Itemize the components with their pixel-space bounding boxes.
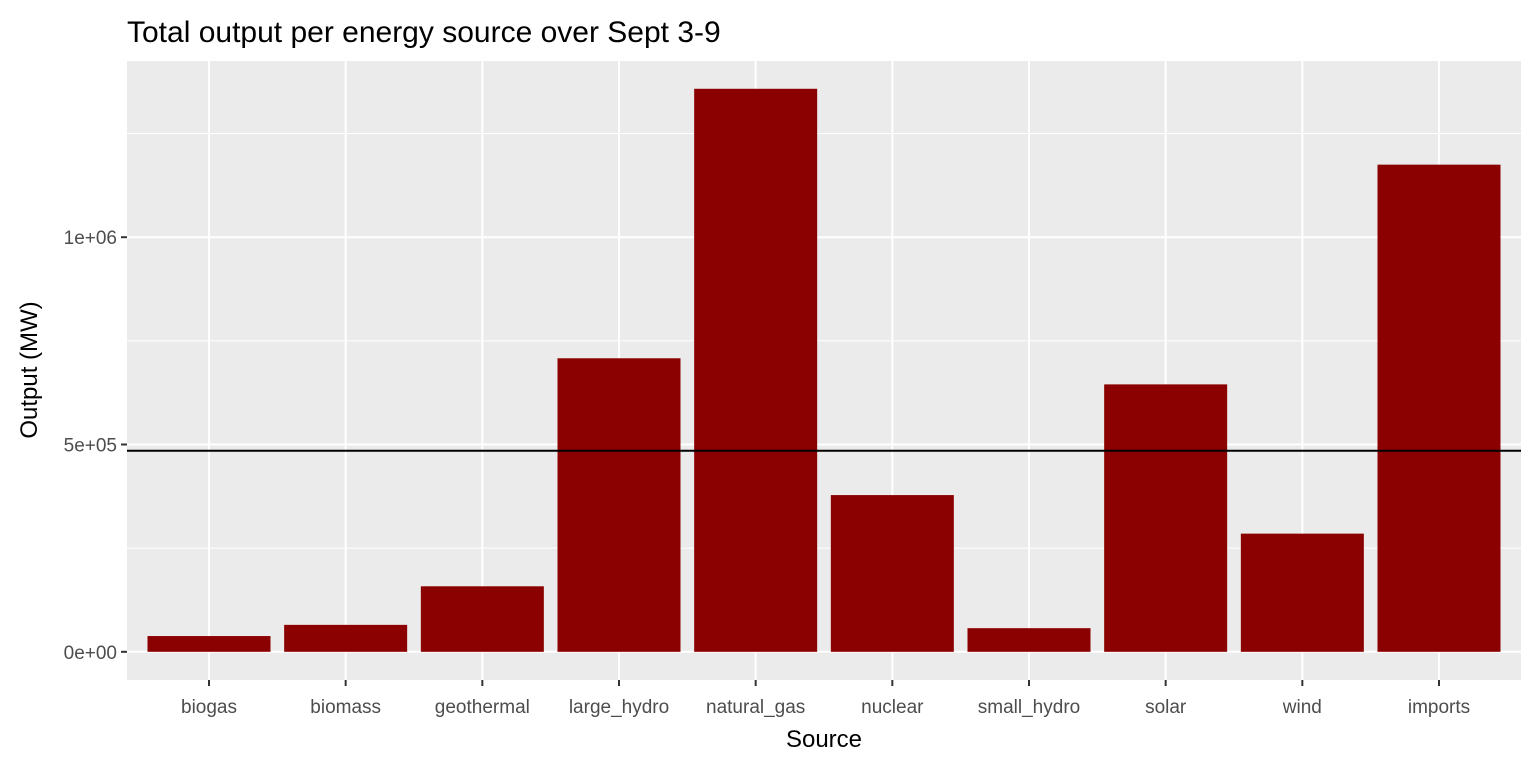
chart-title: Total output per energy source over Sept…: [127, 16, 721, 49]
x-tick-label: large_hydro: [569, 697, 669, 718]
bar-imports: [1377, 164, 1501, 652]
bar-small_hydro: [967, 628, 1091, 652]
bar-large_hydro: [557, 358, 681, 652]
x-tick-label: natural_gas: [706, 697, 805, 718]
bar-geothermal: [420, 586, 544, 652]
bar-wind: [1240, 533, 1364, 652]
bar-nuclear: [830, 495, 954, 652]
bar-biomass: [284, 624, 408, 652]
x-tick-label: imports: [1408, 697, 1470, 718]
y-tick-label: 5e+05: [64, 436, 117, 457]
y-tick-label: 0e+00: [64, 643, 117, 664]
x-tick-label: geothermal: [435, 697, 530, 718]
y-axis-title: Output (MW): [16, 301, 43, 438]
x-tick-label: nuclear: [861, 697, 924, 718]
x-tick-label: biogas: [181, 697, 237, 718]
x-axis-title: Source: [786, 726, 862, 753]
x-tick-label: wind: [1282, 697, 1322, 718]
x-axis: biogas biomass geothermal large_hydro natura…: [181, 680, 1470, 718]
x-tick-label: solar: [1145, 697, 1187, 718]
x-tick-label: small_hydro: [978, 697, 1080, 718]
bar-natural_gas: [694, 88, 818, 652]
y-tick-label: 1e+06: [64, 228, 117, 249]
bar-solar: [1104, 384, 1228, 652]
bars: [147, 88, 1501, 652]
bar-biogas: [147, 636, 271, 652]
x-tick-label: biomass: [310, 697, 381, 718]
y-axis: 0e+00 5e+05 1e+06: [64, 228, 127, 664]
